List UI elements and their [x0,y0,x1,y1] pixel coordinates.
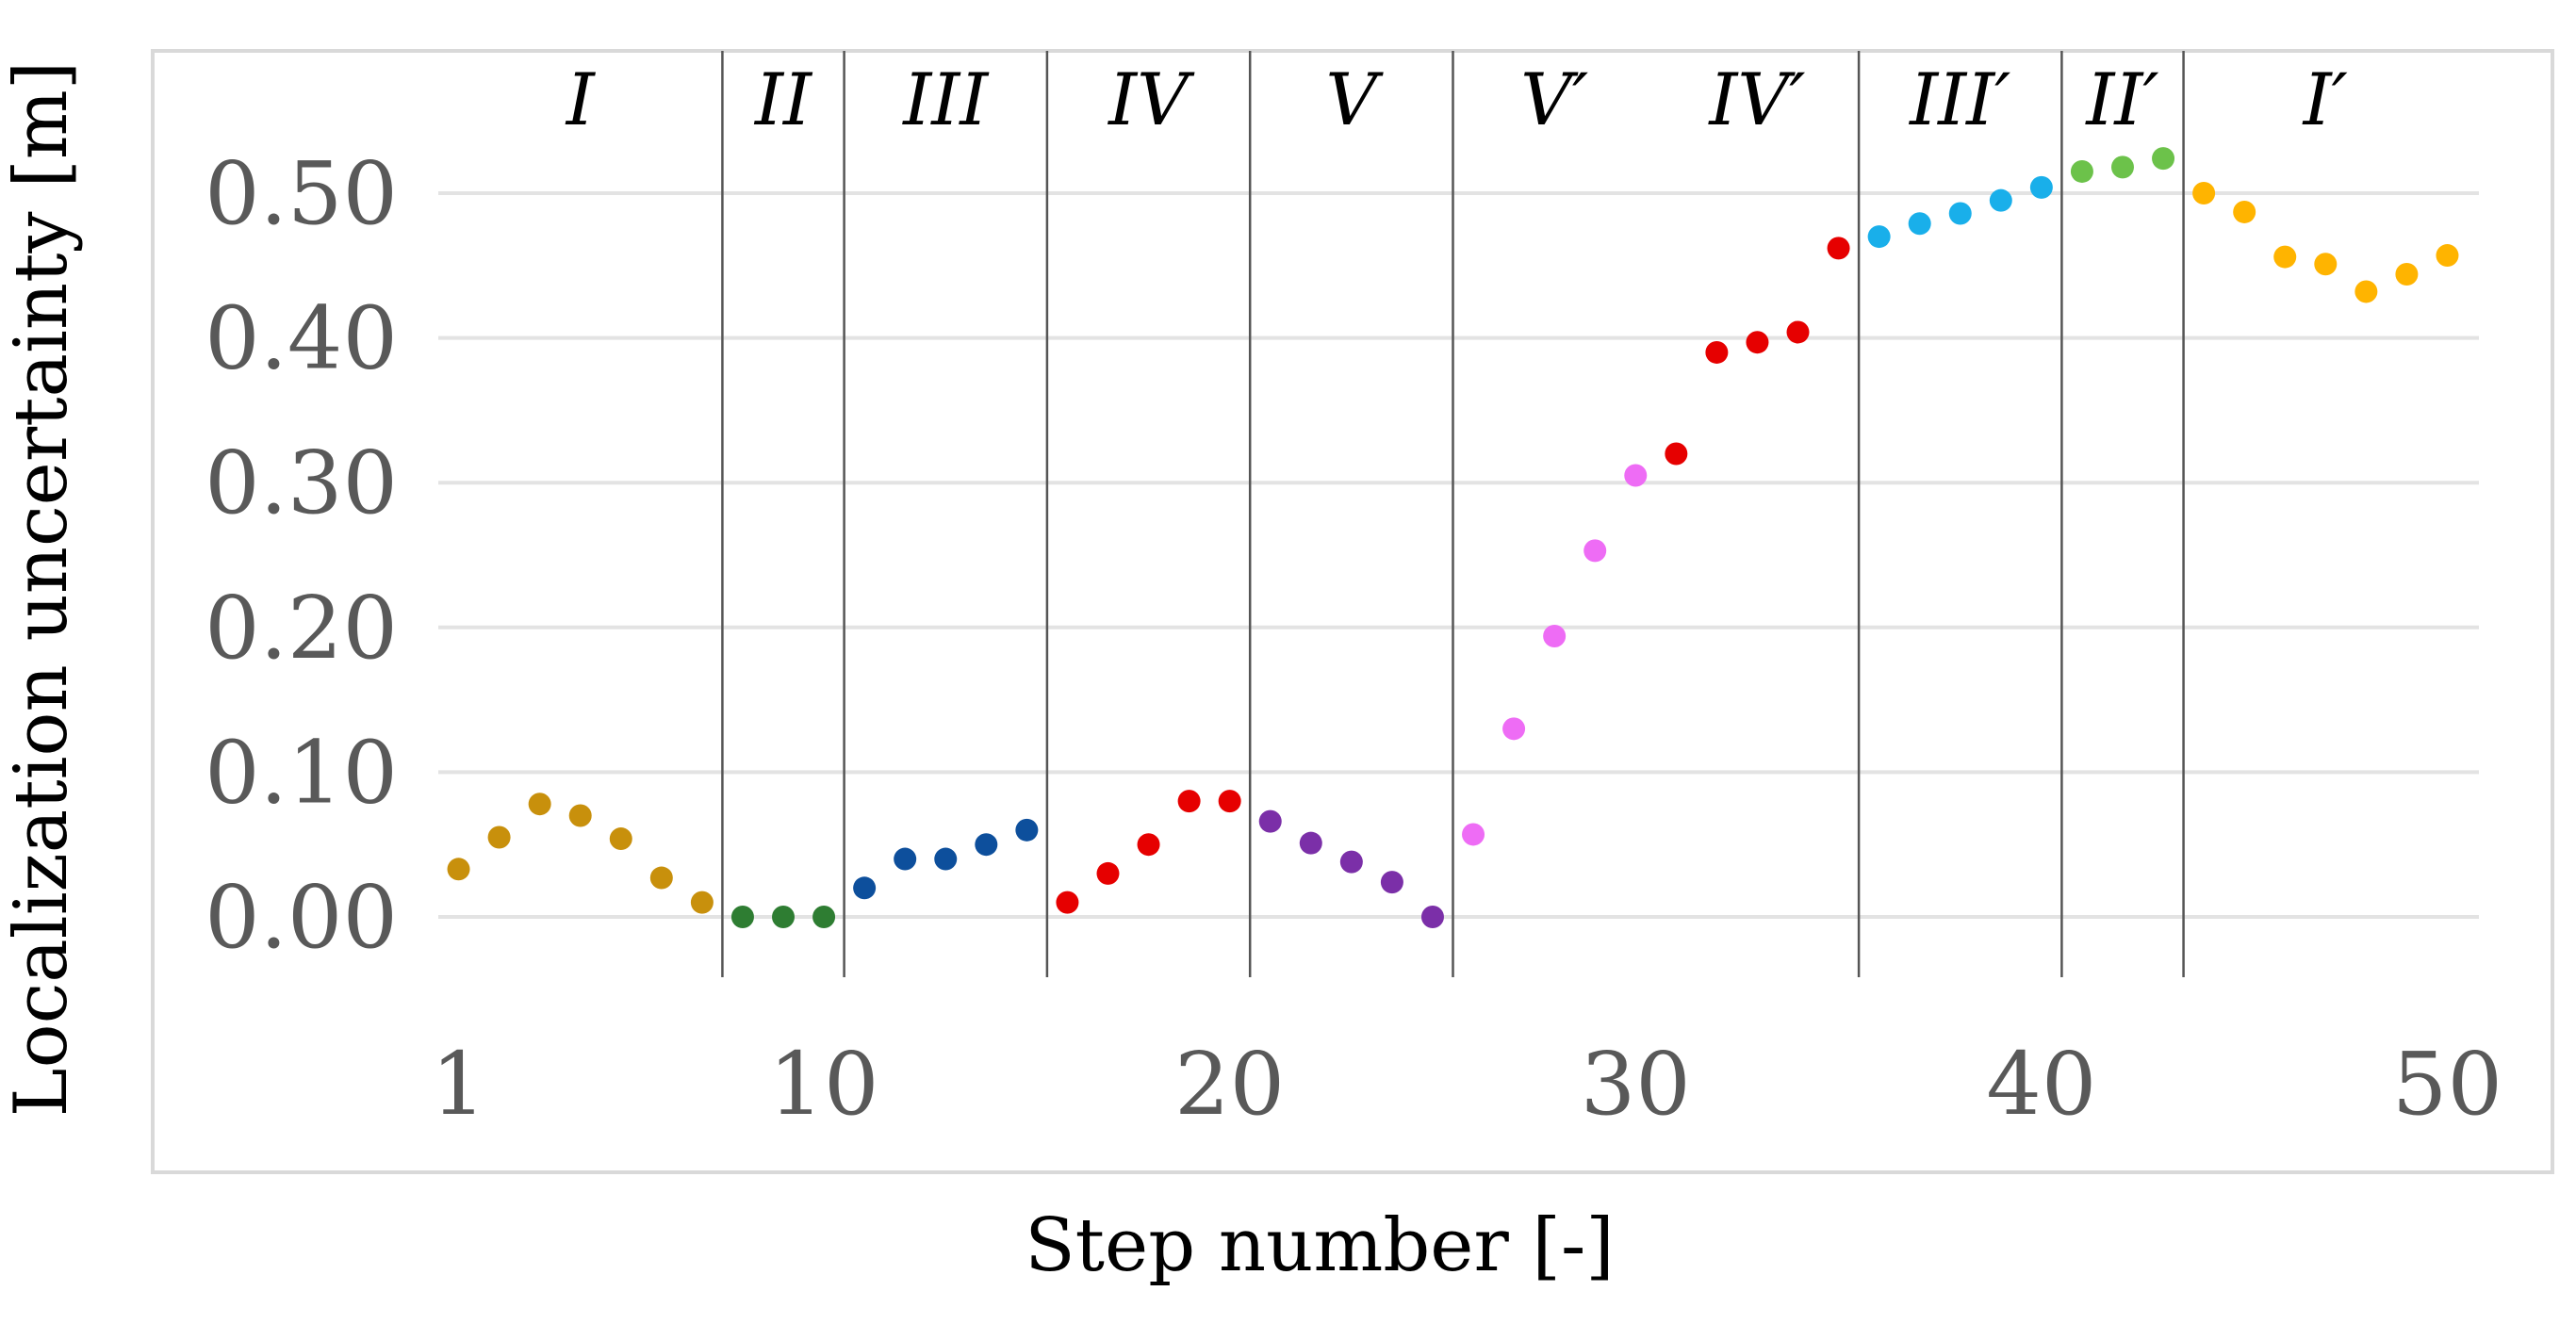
x-tick-label: 30 [1581,1034,1691,1135]
zone-label: III′ [1908,57,2010,141]
zone-label: II [753,57,813,141]
data-point [894,847,917,871]
data-point [1786,320,1810,344]
data-point [730,906,754,928]
zone-label: II′ [2084,57,2158,141]
data-points [447,147,2459,928]
y-tick-label: 0.00 [205,867,398,968]
data-point [1624,464,1648,487]
y-tick-label: 0.10 [205,722,398,823]
data-point [1746,331,1769,354]
data-point [1015,818,1039,842]
data-point [1827,237,1850,260]
data-point [1096,861,1120,885]
data-point [2070,159,2093,183]
data-point [2436,244,2459,268]
data-point [1137,833,1160,857]
data-point [528,793,551,816]
data-point [1543,625,1567,648]
y-tick-label: 0.50 [205,143,398,244]
data-point [1218,790,1241,813]
data-point [690,891,714,914]
chart-frame [151,49,2554,1174]
data-point [487,825,511,849]
data-point [1420,906,1444,928]
data-point [1380,871,1403,894]
data-point [1339,850,1363,874]
y-tick-label: 0.30 [205,433,398,533]
data-point [812,906,836,928]
data-point [2354,280,2378,303]
zone-dividers [721,51,2185,977]
x-tick-label: 50 [2392,1034,2502,1135]
data-point [1056,891,1079,914]
data-point [1665,442,1688,466]
data-point [853,876,877,900]
data-point [2110,155,2134,179]
x-tick-label: 1 [431,1034,486,1135]
labels: 0.000.100.200.300.400.501 10 20 30 40 50I II II… [205,57,2502,1135]
data-point [1299,831,1322,855]
data-point [1583,539,1607,563]
zone-label: IV′ [1707,57,1805,141]
y-axis-title: Localization uncertainty [m] [0,61,84,1117]
x-axis-title: Step number [-] [1025,1203,1615,1288]
data-point [1867,225,1891,249]
data-point [1258,809,1282,833]
data-point [447,858,470,881]
y-tick-label: 0.20 [205,578,398,678]
zone-label: V [1325,57,1384,141]
data-point [1705,340,1729,364]
data-point [934,847,958,871]
x-tick-label: 10 [769,1034,879,1135]
data-point [2233,200,2256,223]
zone-label: V′ [1520,57,1588,141]
data-point [2152,147,2175,171]
x-tick-label: 20 [1174,1034,1285,1135]
data-point [609,827,632,851]
y-tick-label: 0.40 [205,288,398,389]
data-point [975,833,998,857]
zone-label: IV [1107,57,1195,141]
data-point [1502,717,1526,741]
data-point [2273,245,2297,269]
data-point [772,906,796,928]
data-point [2192,182,2216,204]
zone-label: III [901,57,990,141]
data-point [2395,263,2419,286]
data-point [2314,253,2338,276]
gridlines [438,191,2479,919]
zone-label: I [565,57,597,141]
data-point [649,866,673,890]
zone-label: I′ [2302,57,2348,141]
data-point [1177,790,1201,813]
data-point [568,804,592,827]
data-point [1462,823,1485,846]
x-tick-label: 40 [1986,1034,2096,1135]
data-point [2029,175,2053,199]
data-point [1948,202,1972,225]
data-point [1989,188,2012,212]
data-point [1908,212,1931,236]
